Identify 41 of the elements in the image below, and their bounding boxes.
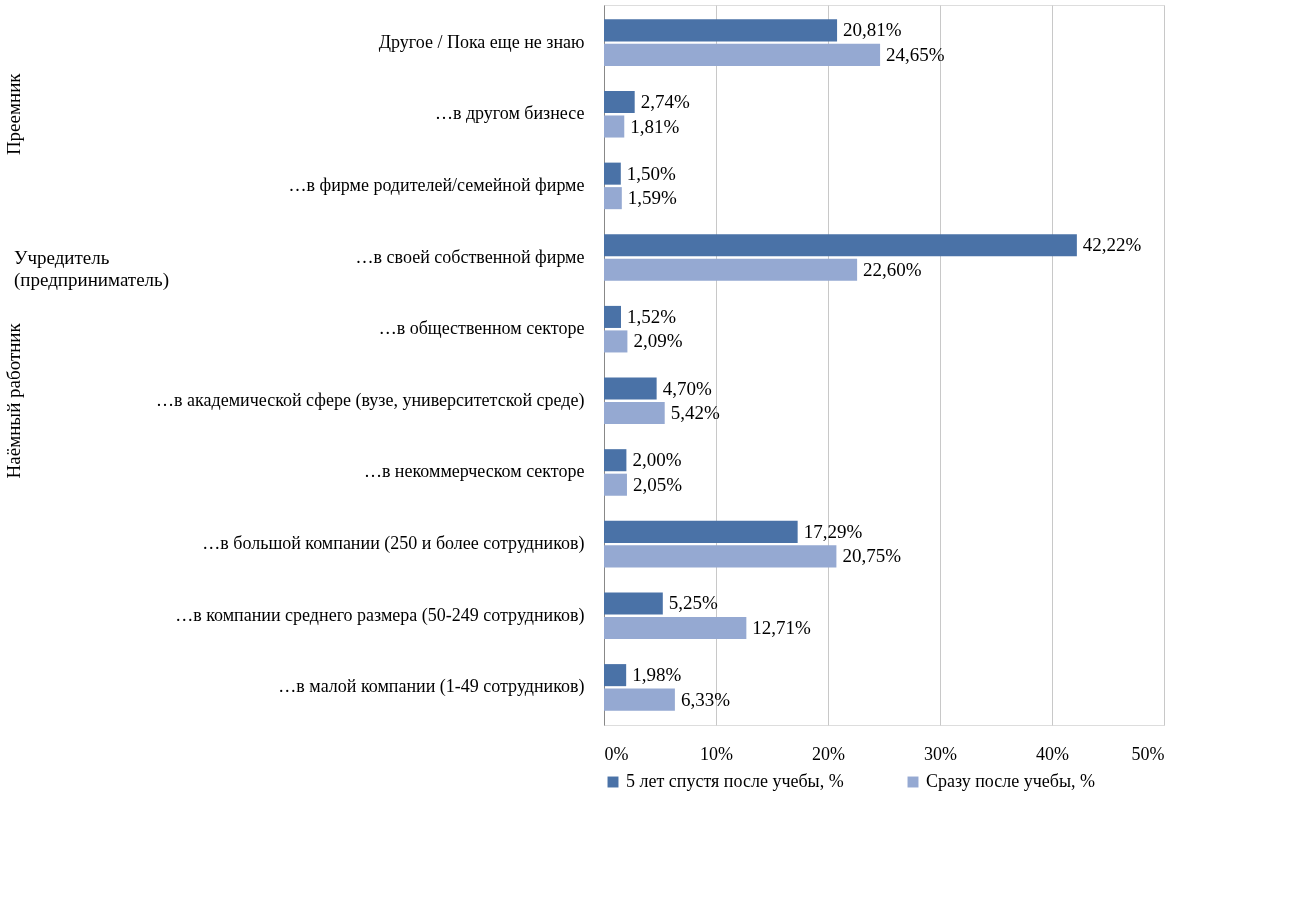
y-tick-label: …в академической сфере (вузе, университетской среде): [156, 389, 585, 411]
data-label: 1,52%: [627, 305, 677, 327]
data-label: 12,71%: [752, 617, 812, 638]
data-label: 1,81%: [630, 115, 680, 137]
data-label: 20,75%: [842, 545, 902, 567]
legend-label: Сразу после учебы, %: [926, 771, 1096, 791]
y-tick-label: …в компании среднего размера (50-249 сотрудников): [175, 604, 585, 626]
x-tick-label: 40%: [1036, 743, 1069, 764]
data-label: 20,81%: [843, 19, 902, 41]
y-tick-label: …в другом бизнесе: [434, 103, 585, 124]
y-tick-label: …в общественном секторе: [378, 318, 585, 339]
data-label: 1,59%: [627, 187, 678, 209]
data-label: 22,60%: [863, 258, 922, 280]
legend-label: 5 лет спустя после учебы, %: [626, 771, 844, 791]
y-tick-label: …в некоммерческом секторе: [363, 461, 585, 482]
data-label: 42,22%: [1082, 234, 1142, 256]
x-tick-label: 10%: [700, 743, 733, 764]
data-label: 4,70%: [662, 377, 712, 399]
text: Наёмный работник: [3, 322, 24, 479]
data-label: 5,42%: [670, 402, 720, 424]
data-label: 24,65%: [886, 43, 945, 65]
x-tick-label: 50%: [1131, 743, 1165, 764]
data-label: 2,05%: [632, 473, 683, 495]
data-label: 2,00%: [632, 449, 682, 471]
data-label: 2,09%: [633, 330, 683, 352]
text: Учредитель (предприниматель): [14, 246, 170, 291]
data-label: 5,25%: [668, 592, 719, 614]
text: Преемник: [3, 72, 24, 156]
data-label: 17,29%: [803, 520, 863, 542]
data-label: 6,33%: [680, 688, 731, 710]
x-tick-label: 30%: [924, 743, 957, 764]
y-tick-label: …в малой компании (1-49 сотрудников): [278, 676, 585, 698]
y-tick-label: …в фирме родителей/семейной фирме: [288, 174, 585, 195]
y-tick-label: …в большой компании (250 и более сотрудников): [202, 533, 585, 555]
y-tick-label: …в своей собственной фирме: [355, 246, 585, 267]
data-label: 2,74%: [640, 91, 690, 112]
x-tick-label: 0%: [604, 743, 629, 764]
x-tick-label: 20%: [812, 743, 845, 764]
data-label: 1,50%: [626, 162, 677, 184]
y-tick-label: Другое / Пока еще не знаю: [378, 31, 585, 52]
data-label: 1,98%: [632, 664, 682, 686]
